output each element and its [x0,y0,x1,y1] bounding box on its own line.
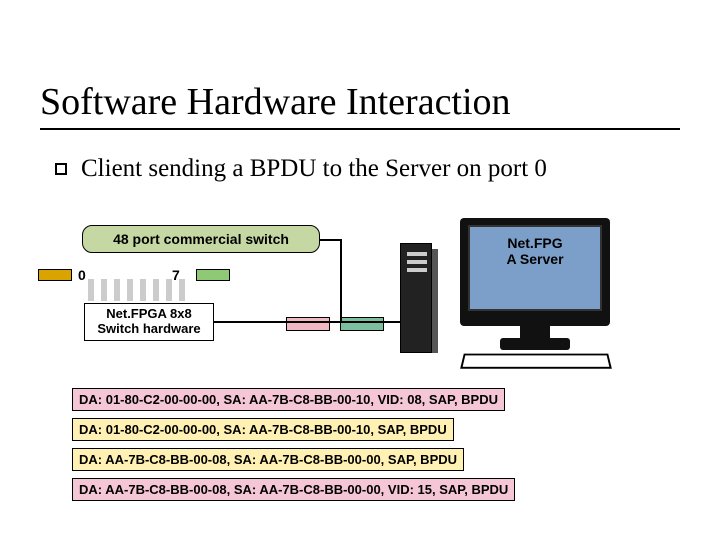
subtitle-row: Client sending a BPDU to the Server on p… [55,155,547,183]
link-line [214,321,400,323]
packet-row: DA: 01-80-C2-00-00-00, SA: AA-7B-C8-BB-0… [72,418,454,441]
port-connector [101,279,107,301]
title-underline [40,128,680,130]
netfpga-switch-box: Net.FPGA 8x8 Switch hardware [84,303,214,341]
client-node-left [38,269,72,281]
bullet-icon [55,163,67,175]
port-connector [140,279,146,301]
computer-tower [400,243,432,353]
server-label-line1: Net.FPG [497,235,573,251]
tower-slot [407,252,427,256]
link-node-green [340,317,384,331]
port-7-label: 7 [172,267,180,283]
diagram-area: 48 port commercial switch 0 7 Net.FPGA 8… [70,215,650,375]
tower-slot [407,260,427,264]
netfpga-line1: Net.FPGA 8x8 [85,306,213,321]
keyboard [460,354,612,369]
slide-subtitle: Client sending a BPDU to the Server on p… [81,155,547,183]
link-line [340,239,342,321]
link-node-pink [286,317,330,331]
packet-list: DA: 01-80-C2-00-00-00, SA: AA-7B-C8-BB-0… [72,388,660,508]
port-connector [153,279,159,301]
port-0-label: 0 [78,267,86,283]
link-line [320,239,340,241]
port-connector [114,279,120,301]
client-node-right [196,269,230,281]
tower-slot [407,268,427,272]
port-connector [127,279,133,301]
commercial-switch: 48 port commercial switch [82,225,320,253]
server-label: Net.FPG A Server [497,235,573,267]
packet-row: DA: 01-80-C2-00-00-00, SA: AA-7B-C8-BB-0… [72,388,505,411]
packet-row: DA: AA-7B-C8-BB-00-08, SA: AA-7B-C8-BB-0… [72,478,515,501]
server-label-line2: A Server [497,251,573,267]
port-connector [88,279,94,301]
netfpga-line2: Switch hardware [85,321,213,336]
packet-row: DA: AA-7B-C8-BB-00-08, SA: AA-7B-C8-BB-0… [72,448,464,471]
tower-shadow [432,249,438,353]
slide-title: Software Hardware Interaction [40,80,511,124]
server-computer-icon: Net.FPG A Server [400,213,635,368]
monitor-base [500,338,570,350]
